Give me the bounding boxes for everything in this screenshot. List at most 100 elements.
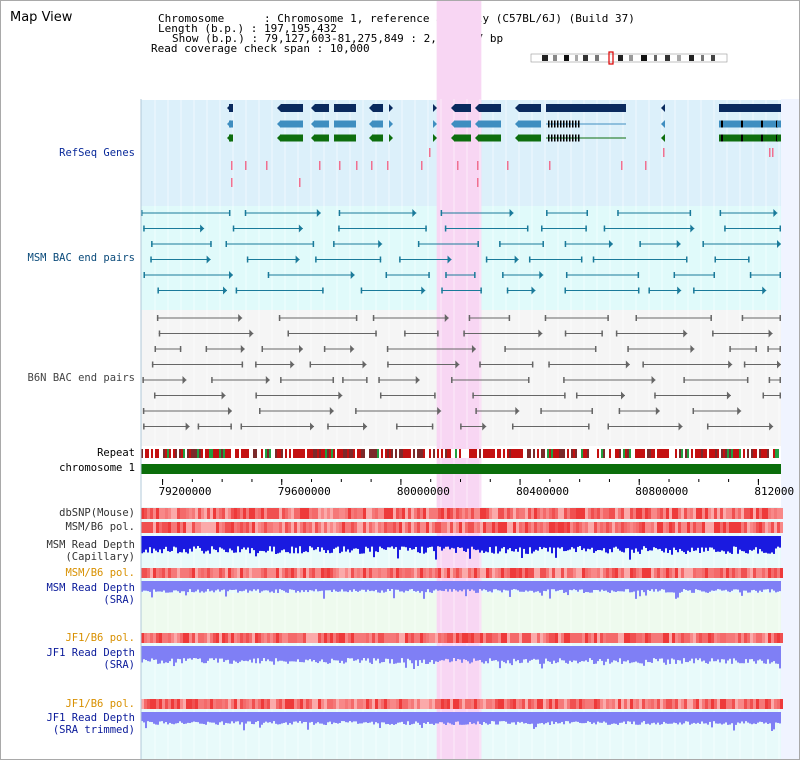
msm-depth-capillary-bar	[757, 536, 759, 554]
jf1-depth-trimmed-bar	[763, 712, 765, 724]
jf1-depth-trimmed-bar	[349, 712, 351, 722]
repeat-block	[707, 449, 709, 458]
msm-b6-pol-sra-strip-cell	[162, 568, 165, 578]
track-label-msm-b6-pol-sra[interactable]: MSM/B6 pol.	[65, 567, 135, 579]
gene-strand-arrow	[451, 134, 455, 142]
jf1-depth-trimmed-bar	[709, 712, 711, 722]
repeat-block	[485, 449, 487, 458]
track-label-msm-depth-capillary[interactable]: MSM Read Depth (Capillary)	[46, 539, 135, 563]
msm-depth-capillary-bar	[637, 536, 639, 552]
repeat-block	[735, 449, 737, 458]
jf1-depth-trimmed-bar	[659, 712, 661, 725]
jf1-b6-pol-strip-cell	[459, 633, 462, 643]
repeat-block	[575, 449, 577, 458]
msm-depth-sra-bar	[375, 581, 377, 590]
jf1-b6-pol-strip-cell	[612, 633, 615, 643]
msm-depth-sra-bar	[141, 581, 143, 592]
jf1-b6-pol-strip-cell	[735, 633, 738, 643]
msm-depth-sra-bar	[447, 581, 449, 592]
msm-depth-capillary-bar	[699, 536, 701, 554]
jf1-depth-trimmed-bar	[565, 712, 567, 722]
msm-depth-capillary-bar	[323, 536, 325, 551]
jf1-b6-pol-strip-cell	[492, 633, 495, 643]
msm-depth-sra-bar	[743, 581, 745, 591]
jf1-depth-bar	[383, 646, 385, 663]
msm-depth-sra-bar	[271, 581, 273, 592]
track-label-chromosome[interactable]: chromosome 1	[59, 462, 135, 474]
jf1-depth-bar	[537, 646, 539, 660]
gene-exon	[455, 104, 471, 112]
track-label-msm-depth-sra[interactable]: MSM Read Depth (SRA)	[46, 582, 135, 606]
track-label-msm-b6-pol[interactable]: MSM/B6 pol.	[65, 521, 135, 533]
msm-b6-pol-sra-strip-cell	[552, 568, 555, 578]
msm-depth-sra-bar	[247, 581, 249, 593]
jf1-b6-pol-strip-cell	[699, 633, 702, 643]
msm-depth-capillary-bar	[451, 536, 453, 548]
jf1-b6-pol-strip-cell	[672, 633, 675, 643]
msm-depth-capillary-bar	[541, 536, 543, 550]
jf1-depth-bar	[297, 646, 299, 660]
repeat-block	[307, 449, 309, 458]
jf1-b6-pol-strip-cell	[495, 633, 498, 643]
msm-b6-pol-strip-cell	[663, 522, 666, 533]
msm-b6-pol-strip-cell	[240, 522, 243, 533]
dbsnp-strip	[141, 508, 783, 519]
msm-depth-capillary-bar	[251, 536, 253, 549]
jf1-b6-pol-strip-cell	[399, 633, 402, 643]
msm-bac-end	[444, 225, 447, 232]
jf1-b6-pol-trimmed-strip-cell	[291, 699, 294, 709]
msm-depth-sra-bar	[505, 581, 507, 591]
track-label-msm-bac[interactable]: MSM BAC end pairs	[27, 252, 135, 264]
msm-depth-capillary-bar	[533, 536, 535, 552]
msm-bac-end	[586, 210, 588, 216]
msm-b6-pol-strip-cell	[168, 522, 171, 533]
dbsnp-strip-cell	[330, 508, 333, 519]
repeat-block	[409, 449, 411, 458]
msm-depth-sra-bar	[393, 581, 395, 599]
dbsnp-strip-cell	[252, 508, 255, 519]
msm-depth-capillary-bar	[333, 536, 335, 549]
repeat-block	[727, 449, 729, 458]
track-label-jf1-depth-trimmed[interactable]: JF1 Read Depth (SRA trimmed)	[46, 712, 135, 736]
jf1-depth-bar	[201, 646, 203, 663]
jf1-b6-pol-strip-cell	[360, 633, 363, 643]
msm-depth-capillary-bar	[369, 536, 371, 552]
dbsnp-strip-cell	[444, 508, 447, 519]
track-label-b6n-bac[interactable]: B6N BAC end pairs	[27, 372, 135, 384]
msm-b6-pol-strip-cell	[780, 522, 783, 533]
msm-depth-sra-bar	[643, 581, 645, 593]
jf1-b6-pol-strip-cell	[516, 633, 519, 643]
repeat-block	[275, 449, 277, 458]
msm-depth-sra-bar	[519, 581, 521, 592]
jf1-depth-trimmed-bar	[235, 712, 237, 722]
gene-exon-small	[566, 134, 568, 142]
msm-depth-sra-bar	[429, 581, 431, 593]
msm-b6-pol-strip-cell	[150, 522, 153, 533]
repeat-block	[343, 449, 345, 458]
track-label-repeat[interactable]: Repeat	[97, 447, 135, 459]
msm-depth-sra-bar	[353, 581, 355, 590]
jf1-depth-trimmed-bar	[707, 712, 709, 725]
msm-depth-capillary-bar	[635, 536, 637, 549]
msm-depth-capillary-bar	[463, 536, 465, 552]
jf1-b6-pol-strip-cell	[438, 633, 441, 643]
track-label-jf1-b6-pol-trimmed[interactable]: JF1/B6 pol.	[65, 698, 135, 710]
track-label-jf1-depth[interactable]: JF1 Read Depth (SRA)	[46, 647, 135, 671]
jf1-b6-pol-trimmed-strip-cell	[528, 699, 531, 709]
dbsnp-strip-cell	[642, 508, 645, 519]
jf1-b6-pol-trimmed-strip-cell	[762, 699, 765, 709]
dbsnp-strip-cell	[759, 508, 762, 519]
b6n-bac-end	[444, 314, 449, 322]
track-label-refseq[interactable]: RefSeq Genes	[59, 147, 135, 159]
msm-depth-sra-bar	[625, 581, 627, 590]
track-label-dbsnp[interactable]: dbSNP(Mouse)	[59, 507, 135, 519]
msm-depth-capillary-bar	[279, 536, 281, 553]
ideogram-band	[542, 55, 548, 61]
jf1-b6-pol-strip-cell	[249, 633, 252, 643]
jf1-depth-trimmed-bar	[727, 712, 729, 725]
msm-depth-sra-bar	[493, 581, 495, 590]
jf1-depth-bar	[563, 646, 565, 661]
track-label-jf1-b6-pol[interactable]: JF1/B6 pol.	[65, 632, 135, 644]
msm-b6-pol-strip-cell	[162, 522, 165, 533]
jf1-depth-trimmed-bar	[721, 712, 723, 725]
